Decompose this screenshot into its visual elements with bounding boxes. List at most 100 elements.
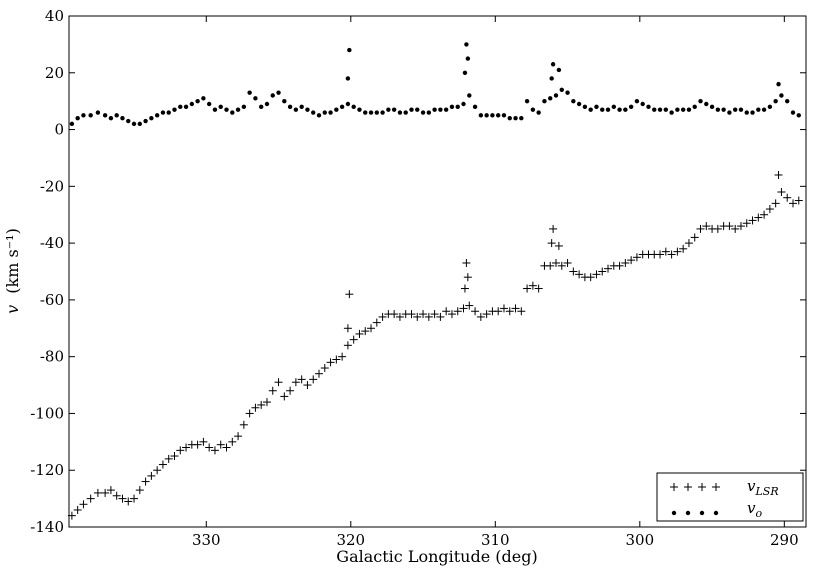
vlsr-point <box>390 310 399 319</box>
vo-point <box>438 107 443 112</box>
vlsr-point <box>436 312 445 321</box>
y-tick-label: 20 <box>45 64 64 82</box>
vo-point <box>149 116 154 121</box>
vo-point <box>212 107 218 112</box>
legend-dot-marker <box>699 510 705 516</box>
vo-point <box>351 104 356 110</box>
vlsr-point <box>86 494 95 503</box>
vo-point <box>478 113 484 118</box>
vlsr-point <box>372 318 381 327</box>
vlsr-point <box>222 443 231 452</box>
vo-point <box>247 90 252 95</box>
vlsr-point <box>79 500 88 509</box>
vlsr-point <box>661 247 670 256</box>
vo-point <box>790 110 796 115</box>
vlsr-point <box>463 273 472 282</box>
vo-point <box>449 104 455 110</box>
plot-frame <box>68 15 807 528</box>
legend-plus-marker <box>698 483 706 491</box>
vo-point <box>172 107 177 112</box>
vo-point <box>345 76 351 81</box>
vo-point <box>556 67 562 73</box>
vo-point <box>663 107 669 112</box>
vo-point <box>686 107 692 112</box>
vo-point <box>253 96 258 101</box>
vlsr-point <box>153 466 162 475</box>
vlsr-point <box>731 224 740 233</box>
vo-point <box>328 110 333 115</box>
vlsr-point <box>234 432 243 441</box>
vo-point <box>183 104 189 110</box>
vo-point <box>507 116 512 121</box>
vlsr-point <box>471 307 480 316</box>
vo-point <box>785 98 790 104</box>
vlsr-point <box>736 222 745 231</box>
vo-point <box>443 107 449 112</box>
vo-point <box>455 104 460 110</box>
vlsr-point <box>228 437 237 446</box>
vo-point <box>756 107 761 112</box>
vo-point <box>178 104 183 110</box>
vo-point <box>347 47 352 53</box>
vo-point <box>403 110 408 115</box>
vo-point <box>102 113 108 118</box>
vlsr-point <box>345 290 354 299</box>
vlsr-point <box>462 258 471 267</box>
vlsr-point <box>182 443 191 452</box>
vlsr-point <box>465 301 474 310</box>
vlsr-point <box>557 261 566 270</box>
vlsr-point <box>690 233 699 242</box>
vo-point <box>519 116 524 121</box>
vo-point <box>776 81 781 87</box>
legend-dot-marker <box>671 510 677 516</box>
vo-point <box>744 110 749 115</box>
vo-point <box>166 110 171 115</box>
vo-point <box>368 110 374 115</box>
vlsr-point <box>447 310 456 319</box>
vlsr-point <box>667 250 676 259</box>
vlsr-point <box>604 264 613 273</box>
vlsr-point <box>696 224 705 233</box>
vo-point <box>588 107 593 112</box>
y-tick-label: -80 <box>40 348 64 366</box>
vlsr-point <box>343 324 352 333</box>
legend-plus-marker <box>712 483 720 491</box>
x-tick-label: 300 <box>625 531 654 549</box>
series-vo <box>69 42 801 127</box>
vo-point <box>472 104 478 110</box>
vo-point <box>143 118 148 124</box>
vo-point <box>767 104 773 110</box>
vlsr-point <box>251 403 260 412</box>
vlsr-point <box>546 261 555 270</box>
vo-point <box>652 107 657 112</box>
vo-point <box>432 107 437 112</box>
vo-point <box>617 107 622 112</box>
vo-point <box>524 98 530 104</box>
vo-point <box>680 107 686 112</box>
vo-point <box>761 107 767 112</box>
vo-point <box>409 107 414 112</box>
y-axis-unit: (km s⁻¹) <box>3 228 22 294</box>
legend-plus-marker <box>684 483 692 491</box>
vo-point <box>397 110 403 115</box>
vlsr-point <box>205 443 214 452</box>
vo-point <box>305 107 310 112</box>
vo-point <box>692 104 697 110</box>
vlsr-point <box>355 329 364 338</box>
vo-point <box>189 101 195 107</box>
vlsr-point <box>73 505 82 514</box>
vo-point <box>465 56 471 61</box>
vo-point <box>160 110 166 115</box>
y-tick-label: 0 <box>54 121 64 139</box>
vlsr-point <box>424 312 433 321</box>
vo-point <box>779 93 784 98</box>
y-tick-label: -40 <box>40 234 64 252</box>
vo-point <box>582 104 588 110</box>
vo-point <box>311 110 316 115</box>
vlsr-point <box>621 258 630 267</box>
vlsr-point <box>482 310 491 319</box>
vo-point <box>235 107 241 112</box>
vlsr-point <box>748 216 757 225</box>
